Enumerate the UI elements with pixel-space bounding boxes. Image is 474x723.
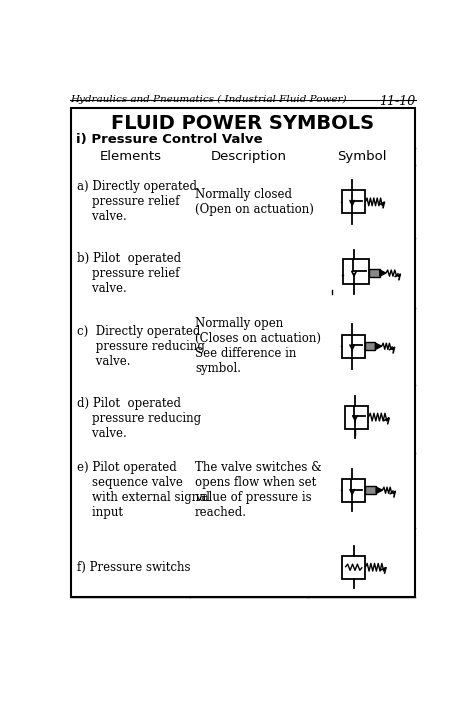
Text: d) Pilot  operated
    pressure reducing
    valve.: d) Pilot operated pressure reducing valv… [77,397,201,440]
Text: FLUID POWER SYMBOLS: FLUID POWER SYMBOLS [111,114,374,134]
Polygon shape [375,343,382,349]
Bar [342,335,365,358]
Bar [316,479,341,501]
Text: Description: Description [211,150,287,163]
Bar [342,190,365,213]
Bar [342,556,365,579]
Bar [339,404,367,435]
Text: The valve switches &
opens flow when set
value of pressure is
reached.: The valve switches & opens flow when set… [195,461,321,519]
Text: Normally closed
(Open on actuation): Normally closed (Open on actuation) [195,188,314,216]
Text: Hydraulics and Pneumatics ( Industrial Fluid Power): Hydraulics and Pneumatics ( Industrial F… [70,95,346,104]
Bar [71,108,415,597]
Polygon shape [376,487,383,493]
Text: c)  Directly operated
     pressure reducing
     valve.: c) Directly operated pressure reducing v… [77,325,205,368]
Bar [321,269,342,291]
Bar [325,194,341,210]
Bar [325,338,341,355]
Bar [345,406,368,429]
Text: b) Pilot  operated
    pressure relief
    valve.: b) Pilot operated pressure relief valve. [77,252,181,294]
Bar [342,479,365,502]
Text: Symbol: Symbol [337,150,386,163]
Text: Normally open
(Closes on actuation)
See difference in
symbol.: Normally open (Closes on actuation) See … [195,317,321,375]
Bar [343,259,369,284]
Polygon shape [380,270,386,276]
Bar [365,343,375,350]
Text: Elements: Elements [100,150,162,163]
Bar [365,487,376,494]
Text: e) Pilot operated
    sequence valve
    with external signal
    input: e) Pilot operated sequence valve with ex… [77,461,210,519]
Text: i) Pressure Control Valve: i) Pressure Control Valve [75,133,262,146]
Text: f) Pressure switchs: f) Pressure switchs [77,561,191,574]
Text: 11-10: 11-10 [380,95,416,108]
Bar [369,269,380,277]
Text: a) Directly operated
    pressure relief
    valve.: a) Directly operated pressure relief val… [77,180,197,223]
